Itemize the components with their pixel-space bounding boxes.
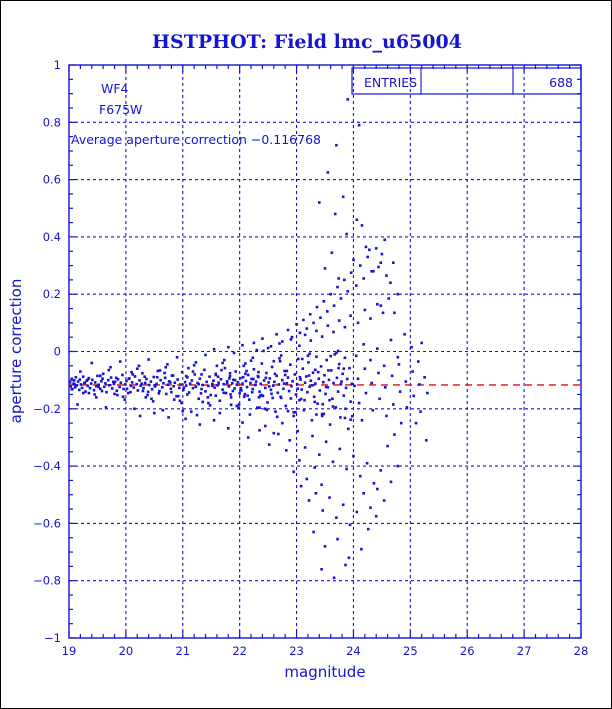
y-tick-label: 1 xyxy=(54,58,61,72)
y-tick-label: 0 xyxy=(54,345,61,359)
x-tick-label: 25 xyxy=(403,644,418,658)
axis-ticks xyxy=(68,64,582,639)
x-tick-label: 21 xyxy=(175,644,190,658)
entries-legend-box: ENTRIES 688 xyxy=(351,67,582,95)
x-tick-label: 26 xyxy=(460,644,475,658)
average-aperture-correction-label: Average aperture correction −0.116768 xyxy=(71,132,321,147)
legend-entries-label: ENTRIES xyxy=(364,75,417,90)
legend-entries-value: 688 xyxy=(549,75,573,90)
y-tick-label: −0.2 xyxy=(33,402,61,416)
x-tick-label: 20 xyxy=(119,644,134,658)
y-tick-label: −0.6 xyxy=(33,516,61,530)
y-axis-tick-labels: −1 −0.8 −0.6 −0.4 −0.2 0 0.2 0.4 0.6 0.8 1 xyxy=(33,58,61,645)
scatter-points xyxy=(68,98,429,580)
x-tick-label: 22 xyxy=(232,644,247,658)
detector-label: WF4 xyxy=(101,81,129,96)
gridlines xyxy=(69,65,581,638)
y-tick-label: −0.8 xyxy=(33,574,61,588)
y-tick-label: 0.4 xyxy=(43,230,61,244)
y-tick-label: 0.8 xyxy=(43,115,61,129)
x-tick-label: 19 xyxy=(62,644,77,658)
y-axis-title: aperture correction xyxy=(7,279,25,424)
page-title: HSTPHOT: Field lmc_u65004 xyxy=(152,31,462,53)
y-tick-label: −0.4 xyxy=(33,459,61,473)
y-tick-label: 0.6 xyxy=(43,173,61,187)
y-tick-label: −1 xyxy=(44,631,61,645)
x-axis-tick-labels: 19 20 21 22 23 24 25 26 27 28 xyxy=(62,644,589,658)
x-tick-label: 28 xyxy=(574,644,589,658)
filter-label: F675W xyxy=(99,102,142,117)
legend-frame xyxy=(351,67,582,95)
x-tick-label: 24 xyxy=(346,644,361,658)
plot-frame xyxy=(68,64,582,639)
x-tick-label: 27 xyxy=(517,644,532,658)
x-axis-title: magnitude xyxy=(284,663,365,681)
y-tick-label: 0.2 xyxy=(43,287,61,301)
x-tick-label: 23 xyxy=(289,644,304,658)
